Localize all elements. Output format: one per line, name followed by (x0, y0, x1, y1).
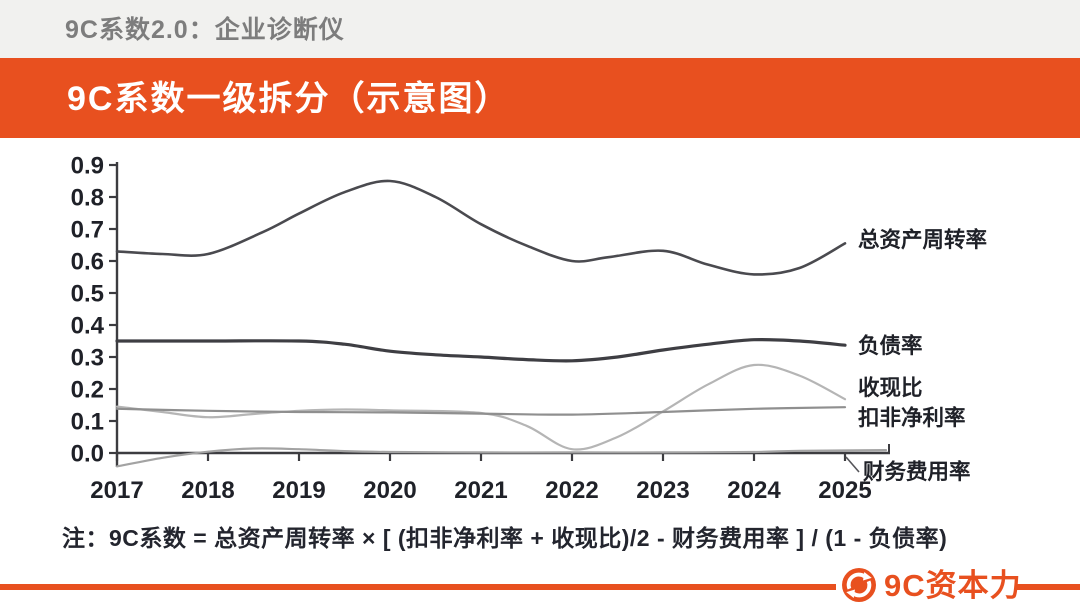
formula-note: 注：9C系数 = 总资产周转率 × [ (扣非净利率 + 收现比)/2 - 财务… (62, 525, 948, 551)
chart-series (115, 179, 888, 468)
cycle-arrows-icon (842, 568, 876, 602)
x-tick-label: 2025 (818, 477, 871, 504)
kicker-text: 9C系数2.0：企业诊断仪 (65, 16, 345, 44)
x-tick-label: 2019 (272, 477, 325, 504)
series-label-debt-ratio: 负债率 (858, 333, 923, 358)
y-tick-label: 0.8 (71, 185, 104, 212)
x-tick-label: 2021 (454, 477, 507, 504)
y-tick-label: 0.0 (71, 441, 104, 468)
page-title: 9C系数一级拆分（示意图） (67, 80, 511, 118)
y-tick-label: 0.1 (71, 409, 104, 436)
x-tick-label: 2017 (90, 477, 143, 504)
series-line-financial-expense-ratio (115, 447, 888, 468)
brand-logo-text: 9C资本力 (884, 568, 1022, 603)
x-tick-label: 2024 (727, 477, 781, 504)
footer-divider-left (0, 584, 836, 590)
x-tick-label: 2020 (363, 477, 416, 504)
x-tick-label: 2018 (181, 477, 234, 504)
series-line-debt-ratio (115, 337, 847, 363)
y-tick-label: 0.7 (71, 217, 104, 244)
y-tick-label: 0.4 (71, 313, 105, 340)
series-line-adjusted-net-margin (115, 406, 847, 416)
top-band: 9C系数2.0：企业诊断仪 (0, 0, 1080, 58)
series-line-total-asset-turnover (115, 179, 847, 276)
chart-axes: 0.0 0.1 0.2 0.3 0.4 0.5 0.6 0.7 0.8 0.9 2017 2018 20… (71, 153, 890, 504)
series-label-cash-collection-ratio: 收现比 (858, 375, 923, 400)
y-tick-label: 0.9 (71, 153, 104, 180)
label-connector-financial-expense-ratio (845, 456, 860, 473)
y-tick-label: 0.5 (71, 281, 104, 308)
y-tick-label: 0.6 (71, 249, 104, 276)
y-tick-label: 0.2 (71, 377, 104, 404)
footer-divider-right (1016, 584, 1080, 590)
series-line-cash-collection-ratio (115, 363, 847, 451)
series-label-adjusted-net-margin: 扣非净利率 (858, 405, 966, 430)
series-label-total-asset-turnover: 总资产周转率 (858, 227, 987, 252)
y-tick-label: 0.3 (71, 345, 104, 372)
x-tick-label: 2023 (636, 477, 689, 504)
title-banner: 9C系数一级拆分（示意图） (0, 58, 1080, 138)
x-tick-label: 2022 (545, 477, 598, 504)
series-label-financial-expense-ratio: 财务费用率 (863, 459, 971, 484)
